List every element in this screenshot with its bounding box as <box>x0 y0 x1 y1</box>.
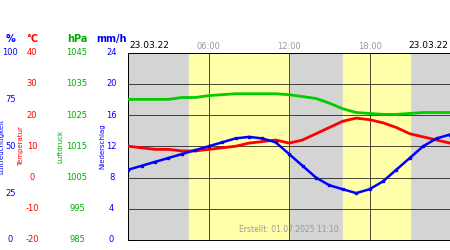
Text: Niederschlag: Niederschlag <box>99 124 105 169</box>
Text: Erstellt: 01.07.2025 11:10: Erstellt: 01.07.2025 11:10 <box>239 225 339 234</box>
Text: 8: 8 <box>109 173 114 182</box>
Text: 16: 16 <box>106 110 117 120</box>
Text: 25: 25 <box>5 188 15 198</box>
Text: 30: 30 <box>27 79 37 88</box>
Text: Luftdruck: Luftdruck <box>57 130 63 163</box>
Text: 12: 12 <box>106 142 117 151</box>
Text: 4: 4 <box>109 204 114 213</box>
Text: 0: 0 <box>109 236 114 244</box>
Text: 20: 20 <box>27 110 37 120</box>
Text: 985: 985 <box>69 236 85 244</box>
Text: 1045: 1045 <box>67 48 87 57</box>
Text: 40: 40 <box>27 48 37 57</box>
Text: 50: 50 <box>5 142 15 151</box>
Text: 10: 10 <box>27 142 37 151</box>
Bar <box>189 52 289 240</box>
Text: 100: 100 <box>2 48 18 57</box>
Text: 1035: 1035 <box>67 79 87 88</box>
Text: -10: -10 <box>25 204 39 213</box>
Text: 24: 24 <box>106 48 117 57</box>
Text: 1005: 1005 <box>67 173 87 182</box>
Text: hPa: hPa <box>67 34 87 44</box>
Text: 20: 20 <box>106 79 117 88</box>
Text: 1025: 1025 <box>67 110 87 120</box>
Text: -20: -20 <box>25 236 39 244</box>
Text: 0: 0 <box>29 173 35 182</box>
Bar <box>343 52 410 240</box>
Text: 23.03.22: 23.03.22 <box>409 41 449 50</box>
Text: Luftfeuchtigkeit: Luftfeuchtigkeit <box>0 119 4 174</box>
Text: 23.03.22: 23.03.22 <box>130 41 170 50</box>
Text: 0: 0 <box>8 236 13 244</box>
Text: 1015: 1015 <box>67 142 87 151</box>
Text: mm/h: mm/h <box>96 34 127 44</box>
Text: 995: 995 <box>69 204 85 213</box>
Text: 75: 75 <box>5 95 16 104</box>
Text: %: % <box>5 34 15 44</box>
Text: Temperatur: Temperatur <box>18 126 24 166</box>
Text: °C: °C <box>26 34 38 44</box>
